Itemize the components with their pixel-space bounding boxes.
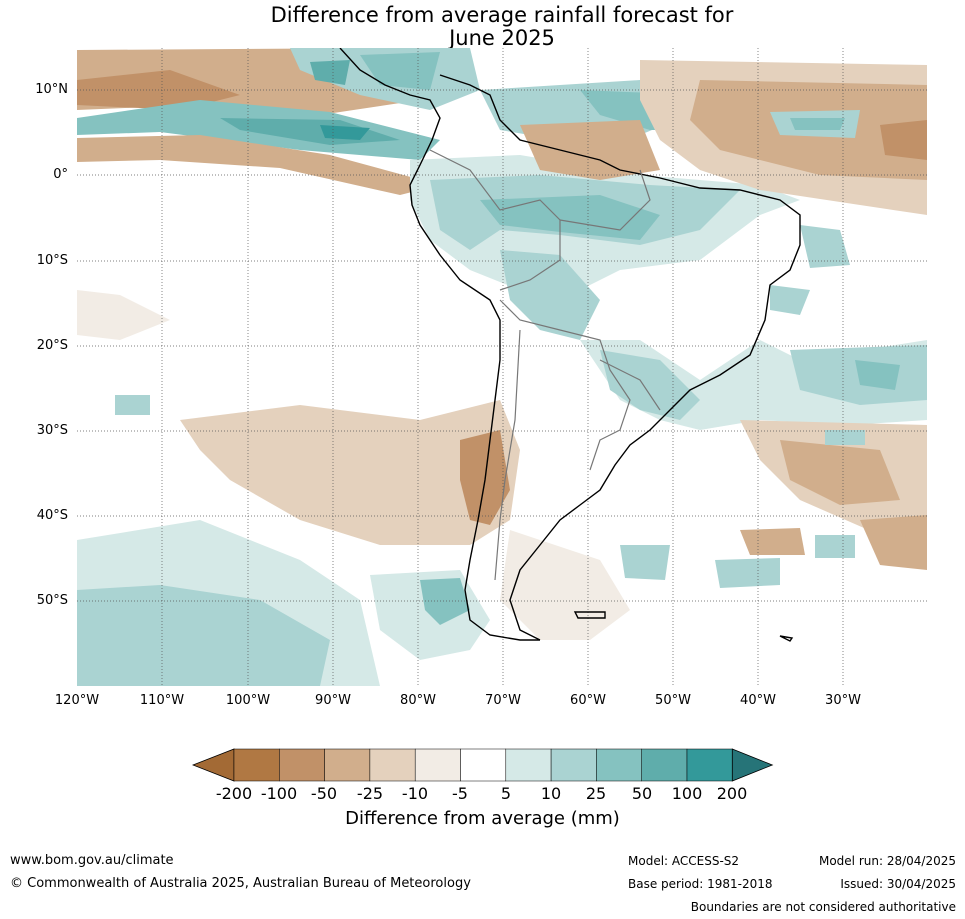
model-run-date: Model run: 28/04/2025	[818, 854, 956, 868]
legend-tick: -10	[401, 784, 429, 803]
copyright-text: © Commonwealth of Australia 2025, Austra…	[10, 876, 471, 891]
lon-label-70w: 70°W	[485, 693, 521, 708]
legend-arrow-low	[192, 748, 235, 782]
legend-swatch	[460, 748, 507, 782]
legend-tick: 10	[540, 784, 562, 803]
base-period: Base period: 1981-2018	[628, 877, 773, 891]
model-name: Model: ACCESS-S2	[628, 854, 740, 868]
legend-tick: 25	[585, 784, 607, 803]
legend-tick: 50	[631, 784, 653, 803]
website-link[interactable]: www.bom.gov.au/climate	[10, 853, 174, 868]
title-line-2: June 2025	[449, 26, 555, 50]
lon-label-40w: 40°W	[740, 693, 776, 708]
issued-date: Issued: 30/04/2025	[840, 877, 956, 891]
legend-swatch	[550, 748, 597, 782]
lon-label-80w: 80°W	[400, 693, 436, 708]
legend-colorbar	[192, 748, 774, 782]
lon-label-50w: 50°W	[655, 693, 691, 708]
lat-label-10s: 10°S	[36, 253, 68, 268]
graticule	[77, 48, 927, 686]
lat-label-20s: 20°S	[36, 338, 68, 353]
legend-swatch	[279, 748, 325, 782]
legend-tick: 100	[671, 784, 703, 803]
legend-swatch	[414, 748, 461, 782]
legend-swatch	[324, 748, 371, 782]
lon-label-90w: 90°W	[315, 693, 351, 708]
lat-label-40s: 40°S	[36, 508, 68, 523]
legend-tick: 200	[716, 784, 748, 803]
title-line-1: Difference from average rainfall forecas…	[270, 3, 734, 27]
legend-swatch	[369, 748, 416, 782]
legend-tick: 5	[500, 784, 512, 803]
legend-tick: -50	[310, 784, 338, 803]
country-borders	[429, 149, 661, 581]
legend-tick: -5	[452, 784, 468, 803]
boundary-disclaimer: Boundaries are not considered authoritat…	[690, 900, 956, 914]
legend-swatch	[505, 748, 552, 782]
coastline	[339, 48, 801, 642]
lat-label-30s: 30°S	[36, 423, 68, 438]
legend-swatch	[233, 748, 280, 782]
map-title: Difference from average rainfall forecas…	[77, 4, 927, 50]
legend-title: Difference from average (mm)	[345, 808, 620, 829]
lon-label-30w: 30°W	[825, 693, 861, 708]
legend-arrow-high	[731, 748, 774, 782]
legend-swatch	[596, 748, 642, 782]
legend-tick: -25	[356, 784, 384, 803]
lon-label-60w: 60°W	[570, 693, 606, 708]
legend-swatch	[641, 748, 688, 782]
lon-label-120w: 120°W	[54, 693, 100, 708]
legend-tick: -100	[260, 784, 298, 803]
lon-label-110w: 110°W	[139, 693, 185, 708]
legend-tick: -200	[215, 784, 253, 803]
lat-label-50s: 50°S	[36, 593, 68, 608]
lon-label-100w: 100°W	[225, 693, 271, 708]
lat-label-10n: 10°N	[35, 82, 68, 97]
lat-label-0: 0°	[53, 167, 68, 182]
legend-swatch	[686, 748, 733, 782]
